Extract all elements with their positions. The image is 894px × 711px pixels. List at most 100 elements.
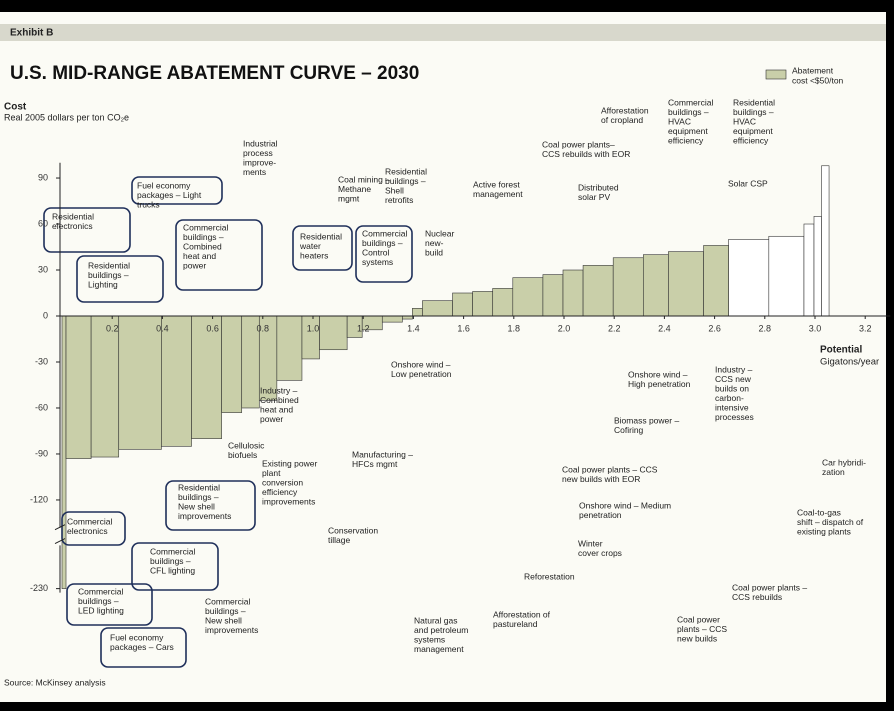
- annotation: intensive: [715, 402, 749, 412]
- annotation: pastureland: [493, 619, 538, 629]
- annotation: Onshore wind –: [628, 369, 688, 379]
- bar: [90, 315, 120, 458]
- x-tick-label: 2.6: [708, 323, 721, 333]
- bar: [643, 254, 669, 317]
- annotation: improvements: [262, 496, 315, 506]
- annotation: New shell: [178, 501, 215, 511]
- annotation: CCS rebuilds: [732, 592, 782, 602]
- annotation: Solar CSP: [728, 178, 768, 188]
- annotation: Commercial: [150, 546, 195, 556]
- bar: [276, 315, 303, 381]
- y-tick-label: -60: [35, 402, 48, 412]
- annotation: Residential: [88, 260, 130, 270]
- annotation: improvements: [205, 625, 258, 635]
- annotation: conversion: [262, 477, 303, 487]
- annotation: Commercial: [668, 97, 713, 107]
- annotation: packages – Light: [137, 190, 202, 200]
- annotation: Cellulosic: [228, 440, 265, 450]
- annotation: efficiency: [668, 135, 704, 145]
- bar: [562, 269, 584, 317]
- annotation: Industry –: [260, 385, 298, 395]
- source-note: Source: McKinsey analysis: [4, 677, 106, 687]
- annotation: Combined: [260, 395, 299, 405]
- annotation: plant: [262, 468, 281, 478]
- annotation: Coal power plants – CCS: [562, 464, 658, 474]
- label-box: [76, 255, 164, 303]
- annotation: new-: [425, 238, 444, 248]
- annotation: new builds: [677, 633, 717, 643]
- annotation: Industry –: [715, 364, 753, 374]
- annotation: Reforestation: [524, 571, 575, 581]
- annotation: HVAC: [733, 116, 756, 126]
- annotation: heaters: [300, 250, 328, 260]
- y-tick-label: -90: [35, 448, 48, 458]
- bar: [492, 288, 514, 317]
- annotation: existing plants: [797, 526, 851, 536]
- label-box: [131, 176, 223, 205]
- annotation: and petroleum: [414, 625, 468, 635]
- annotation: buildings –: [150, 556, 191, 566]
- annotation: LED lighting: [78, 605, 124, 615]
- annotation: Residential: [385, 166, 427, 176]
- annotation: Residential: [300, 231, 342, 241]
- annotation: systems: [362, 257, 393, 267]
- annotation: Biomass power –: [614, 415, 679, 425]
- legend-swatch: [765, 69, 787, 80]
- bar: [422, 300, 453, 317]
- annotation: Coal power: [677, 614, 720, 624]
- x-axis-subtitle: Gigatons/year: [820, 356, 879, 367]
- annotation: ments: [243, 167, 266, 177]
- annotation: carbon-: [715, 393, 744, 403]
- bar: [542, 274, 564, 317]
- y-tick-label: -30: [35, 356, 48, 366]
- annotation: buildings –: [205, 606, 246, 616]
- x-tick-label: 3.0: [809, 323, 822, 333]
- y-tick-label: 90: [38, 172, 48, 182]
- x-tick-label: 1.6: [457, 323, 470, 333]
- bar: [191, 315, 222, 439]
- label-box: [292, 225, 353, 271]
- bar: [161, 315, 192, 447]
- annotation: electronics: [67, 526, 108, 536]
- y-tick-label: -120: [30, 494, 48, 504]
- annotation: Methane: [338, 184, 371, 194]
- annotation: Nuclear: [425, 228, 454, 238]
- annotation: Active forest: [473, 179, 520, 189]
- annotation: heat and: [260, 404, 293, 414]
- annotation: tillage: [328, 535, 350, 545]
- bar: [319, 315, 348, 351]
- label-box: [61, 511, 126, 546]
- annotation: buildings –: [88, 270, 129, 280]
- legend-label: cost <$50/ton: [792, 75, 844, 85]
- annotation: water: [299, 241, 321, 251]
- annotation: CFL lighting: [150, 565, 195, 575]
- exhibit-label: Exhibit B: [10, 27, 53, 38]
- annotation: Commercial: [362, 228, 407, 238]
- bar: [65, 315, 92, 459]
- annotation: electronics: [52, 221, 93, 231]
- x-tick-label: 0.4: [156, 323, 169, 333]
- annotation: CCS new: [715, 374, 752, 384]
- bar: [668, 251, 704, 317]
- annotation: buildings –: [178, 492, 219, 502]
- axis-break: [54, 524, 66, 545]
- annotation: power: [183, 260, 206, 270]
- x-tick-label: 2.4: [658, 323, 671, 333]
- label-box: [131, 542, 219, 591]
- annotation: Onshore wind – Medium: [579, 500, 671, 510]
- annotation: buildings –: [362, 238, 403, 248]
- chart-title: U.S. MID-RANGE ABATEMENT CURVE – 2030: [10, 63, 419, 84]
- bar: [728, 239, 770, 317]
- annotation: build: [425, 247, 443, 257]
- x-tick-label: 3.2: [859, 323, 872, 333]
- annotation: buildings –: [385, 176, 426, 186]
- annotation: new builds with EOR: [562, 474, 640, 484]
- x-tick-label: 1.4: [407, 323, 420, 333]
- x-tick-label: 1.2: [357, 323, 370, 333]
- annotation: heat and: [183, 251, 216, 261]
- bar: [612, 257, 644, 317]
- bar: [452, 292, 473, 317]
- y-tick-label: -230: [30, 583, 48, 593]
- bar: [381, 315, 403, 323]
